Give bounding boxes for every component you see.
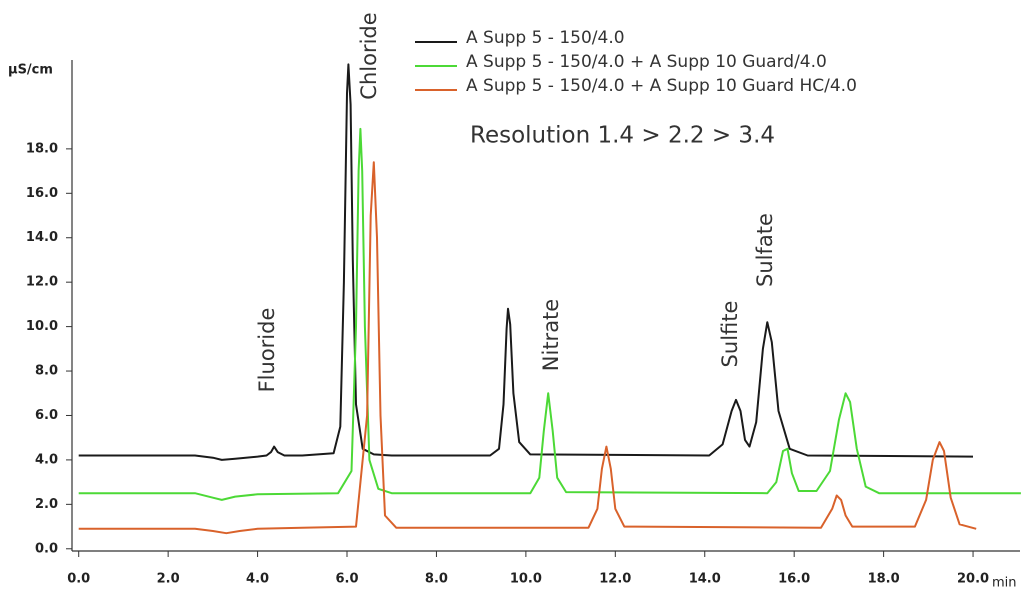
y-tick-label: 6.0 — [35, 408, 58, 423]
y-tick-label: 4.0 — [35, 452, 58, 467]
series-line — [78, 161, 977, 535]
y-tick-label: 14.0 — [26, 230, 58, 245]
x-tick-label: 20.0 — [957, 572, 989, 587]
peak-label: Fluoride — [255, 308, 279, 393]
y-tick-label: 16.0 — [26, 186, 58, 201]
annotation: Resolution 1.4 > 2.2 > 3.4 — [470, 123, 775, 149]
x-tick-label: 4.0 — [246, 572, 269, 587]
legend-label: A Supp 5 - 150/4.0 + A Supp 10 Guard HC/… — [466, 76, 857, 96]
y-axis-label: µS/cm — [8, 63, 53, 78]
x-tick-label: 6.0 — [335, 572, 358, 587]
peak-label: Sulfate — [753, 213, 777, 287]
y-tick-label: 8.0 — [35, 364, 58, 379]
legend-label: A Supp 5 - 150/4.0 + A Supp 10 Guard/4.0 — [466, 52, 827, 72]
x-tick-label: 8.0 — [425, 572, 448, 587]
x-tick-label: 12.0 — [599, 572, 631, 587]
y-tick-label: 18.0 — [26, 141, 58, 156]
x-tick-label: 0.0 — [67, 572, 90, 587]
series-line — [78, 63, 974, 461]
peak-label: Sulfite — [718, 301, 742, 368]
x-tick-label: 16.0 — [778, 572, 810, 587]
y-tick-label: 10.0 — [26, 319, 58, 334]
x-tick-label: 2.0 — [157, 572, 180, 587]
x-axis-label: min — [992, 576, 1017, 591]
y-tick-label: 0.0 — [35, 541, 58, 556]
y-tick-label: 12.0 — [26, 275, 58, 290]
y-tick-label: 2.0 — [35, 497, 58, 512]
peak-label: Nitrate — [539, 299, 563, 371]
x-tick-label: 18.0 — [868, 572, 900, 587]
x-tick-label: 10.0 — [510, 572, 542, 587]
x-tick-label: 14.0 — [689, 572, 721, 587]
peak-label: Chloride — [357, 12, 381, 99]
legend-label: A Supp 5 - 150/4.0 — [466, 28, 625, 48]
series-line — [78, 127, 1021, 501]
